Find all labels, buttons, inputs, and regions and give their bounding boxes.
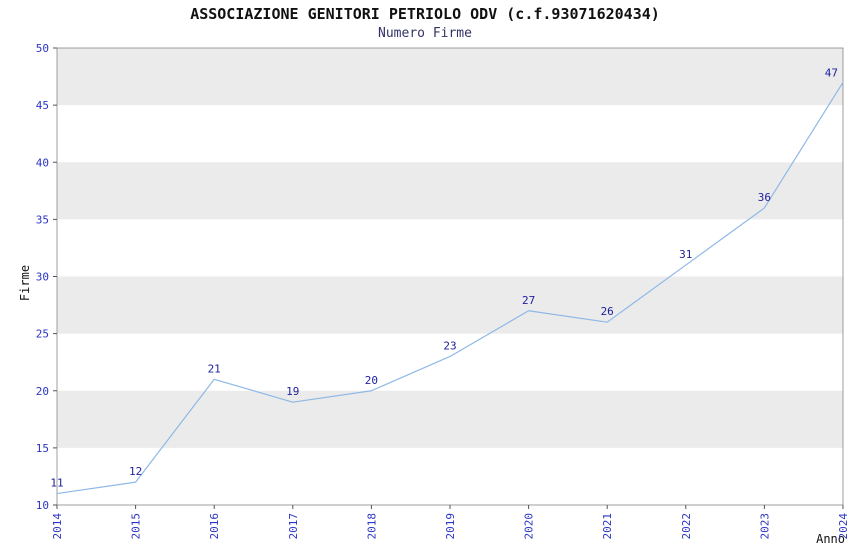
y-tick-label: 10 bbox=[36, 499, 49, 512]
y-tick-label: 35 bbox=[36, 213, 49, 226]
x-tick-label: 2018 bbox=[365, 513, 378, 540]
y-tick-label: 20 bbox=[36, 385, 49, 398]
x-tick-label: 2020 bbox=[523, 513, 536, 540]
background-band bbox=[57, 276, 843, 334]
x-tick-label: 2014 bbox=[51, 513, 64, 540]
data-label: 11 bbox=[50, 477, 63, 490]
data-label: 47 bbox=[825, 66, 838, 79]
data-label: 36 bbox=[758, 191, 771, 204]
data-label: 27 bbox=[522, 294, 535, 307]
x-tick-label: 2015 bbox=[130, 513, 143, 540]
y-tick-label: 40 bbox=[36, 156, 49, 169]
y-tick-label: 25 bbox=[36, 328, 49, 341]
x-tick-label: 2021 bbox=[601, 513, 614, 540]
y-tick-label: 15 bbox=[36, 442, 49, 455]
background-band bbox=[57, 48, 843, 106]
data-label: 31 bbox=[679, 248, 692, 261]
x-tick-label: 2023 bbox=[758, 513, 771, 540]
y-tick-label: 45 bbox=[36, 99, 49, 112]
x-tick-label: 2019 bbox=[444, 513, 457, 540]
y-tick-label: 30 bbox=[36, 271, 49, 284]
series-line bbox=[56, 81, 844, 495]
data-label: 12 bbox=[129, 465, 142, 478]
background-band bbox=[57, 390, 843, 448]
x-tick-label: 2022 bbox=[680, 513, 693, 540]
chart-subtitle: Numero Firme bbox=[378, 26, 472, 41]
x-tick-label: 2016 bbox=[208, 513, 221, 540]
chart-title: ASSOCIAZIONE GENITORI PETRIOLO ODV (c.f.… bbox=[190, 5, 660, 23]
x-tick-label: 2024 bbox=[837, 513, 850, 540]
data-label: 19 bbox=[286, 385, 299, 398]
x-axis-label: Anno bbox=[816, 532, 845, 546]
background-band bbox=[57, 162, 843, 220]
x-tick-label: 2017 bbox=[287, 513, 300, 540]
y-tick-label: 50 bbox=[36, 42, 49, 55]
data-label: 21 bbox=[208, 362, 221, 375]
data-label: 20 bbox=[365, 374, 378, 387]
data-label: 26 bbox=[601, 305, 614, 318]
data-label: 23 bbox=[443, 339, 456, 352]
